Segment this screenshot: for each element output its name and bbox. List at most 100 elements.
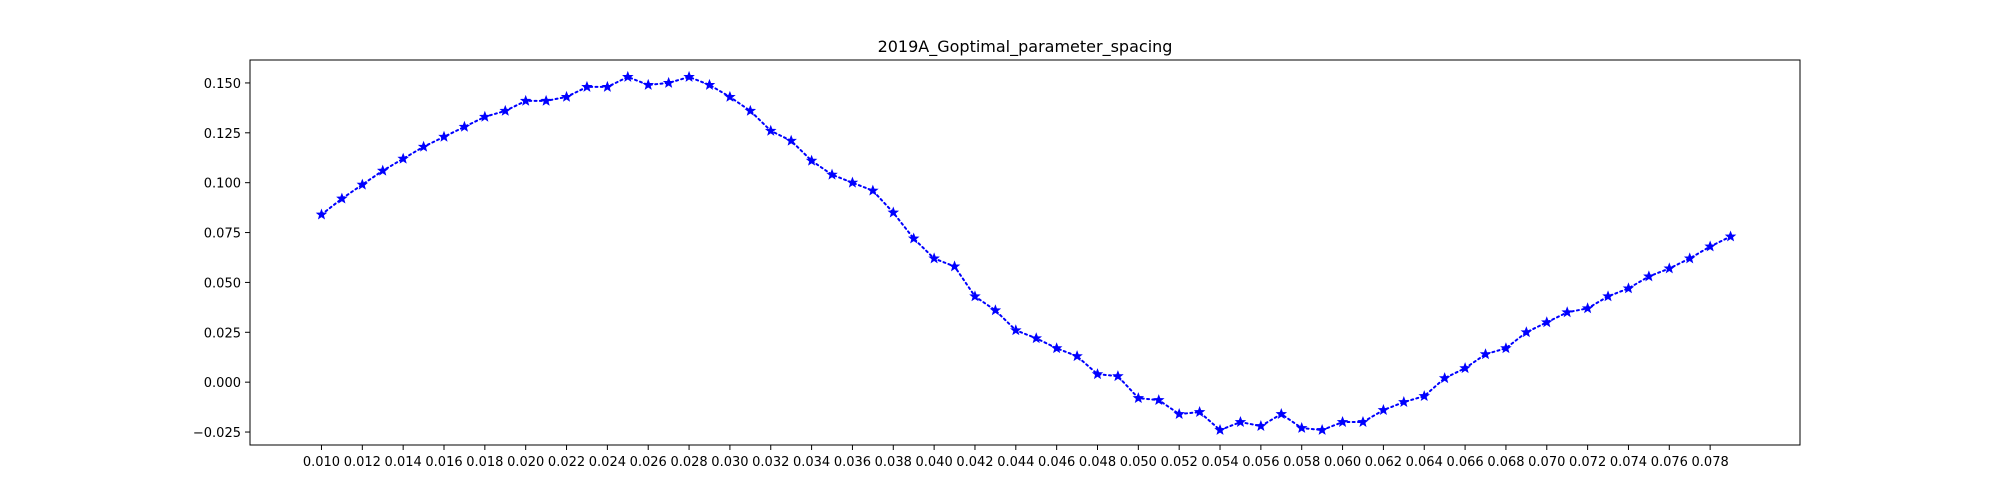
data-point-marker [1704, 240, 1716, 252]
data-point-marker [1071, 350, 1083, 362]
data-point-marker [356, 178, 369, 190]
data-point-marker [1418, 390, 1430, 402]
data-point-marker [622, 70, 634, 82]
data-point-marker [1173, 408, 1185, 419]
data-point-marker [1091, 368, 1104, 380]
data-point-marker [826, 168, 838, 180]
data-point-marker [1724, 230, 1737, 242]
y-tick-label: −0.025 [193, 426, 241, 441]
x-tick-label: 0.012 [344, 455, 381, 470]
data-point-marker [1581, 302, 1594, 314]
x-tick-label: 0.040 [916, 455, 953, 470]
x-tick-label: 0.052 [1161, 455, 1198, 470]
x-tick-label: 0.024 [589, 455, 626, 470]
data-point-marker [1275, 408, 1288, 419]
data-point-marker [1050, 342, 1063, 354]
x-tick-label: 0.078 [1692, 455, 1729, 470]
y-tick-label: 0.025 [204, 326, 241, 341]
data-point-marker [438, 130, 450, 142]
y-tick-label: 0.150 [204, 77, 241, 92]
data-point-marker [499, 104, 512, 116]
data-point-marker [1153, 394, 1165, 406]
data-point-marker [1663, 262, 1676, 274]
data-point-marker [1255, 419, 1267, 431]
x-tick-label: 0.028 [670, 455, 707, 470]
data-point-marker [928, 252, 940, 264]
x-tick-label: 0.048 [1079, 455, 1116, 470]
data-point-marker [887, 206, 900, 218]
data-point-marker [601, 80, 614, 92]
data-point-marker [867, 184, 879, 196]
x-tick-label: 0.070 [1528, 455, 1565, 470]
y-tick-label: 0.100 [204, 177, 241, 192]
x-tick-label: 0.050 [1120, 455, 1157, 470]
data-point-marker [1357, 416, 1369, 427]
data-point-marker [805, 154, 818, 166]
data-point-marker [1479, 348, 1492, 360]
x-tick-label: 0.072 [1569, 455, 1606, 470]
y-tick-label: 0.125 [204, 127, 241, 142]
plot-frame [249, 59, 1801, 446]
data-point-marker [1561, 306, 1573, 318]
data-point-marker [1030, 332, 1042, 344]
x-tick-label: 0.038 [875, 455, 912, 470]
x-tick-label: 0.032 [752, 455, 789, 470]
data-point-marker [642, 78, 654, 90]
data-point-marker [1520, 326, 1533, 338]
data-point-marker [1622, 282, 1635, 294]
x-tick-label: 0.014 [385, 455, 422, 470]
series-line [320, 75, 1732, 432]
data-point-marker [1295, 421, 1308, 433]
x-tick-label: 0.064 [1406, 455, 1443, 470]
x-tick-label: 0.046 [1038, 455, 1075, 470]
x-tick-label: 0.056 [1242, 455, 1279, 470]
data-point-marker [417, 140, 430, 152]
x-tick-label: 0.034 [793, 455, 830, 470]
series-layer [315, 70, 1737, 435]
data-point-marker [376, 164, 389, 176]
x-tick-label: 0.042 [956, 455, 993, 470]
data-point-marker [785, 134, 797, 146]
data-point-marker [765, 124, 777, 136]
data-point-marker [1336, 416, 1349, 427]
data-point-marker [1377, 404, 1390, 415]
data-point-marker [1398, 396, 1410, 408]
data-point-marker [948, 260, 961, 272]
x-tick-label: 0.058 [1283, 455, 1320, 470]
data-point-marker [1602, 290, 1614, 302]
data-point-marker [683, 70, 695, 82]
data-point-marker [315, 208, 328, 220]
data-point-marker [540, 94, 552, 106]
x-tick-label: 0.016 [425, 455, 462, 470]
data-point-marker [1010, 324, 1022, 336]
data-point-marker [989, 304, 1002, 316]
x-tick-label: 0.068 [1487, 455, 1524, 470]
x-tick-label: 0.062 [1365, 455, 1402, 470]
data-point-marker [1234, 416, 1247, 427]
data-point-marker [1214, 423, 1226, 435]
x-tick-label: 0.060 [1324, 455, 1361, 470]
x-tick-label: 0.054 [1201, 455, 1238, 470]
data-point-marker [1438, 372, 1451, 384]
data-point-marker [1459, 362, 1471, 374]
data-point-marker [703, 78, 716, 90]
data-point-marker [1112, 370, 1124, 382]
data-point-marker [581, 80, 593, 92]
y-tick-label: 0.075 [204, 227, 241, 242]
data-point-marker [1500, 342, 1512, 354]
x-tick-label: 0.026 [630, 455, 667, 470]
data-point-marker [1132, 392, 1145, 404]
x-tick-label: 0.066 [1446, 455, 1483, 470]
data-point-marker [846, 176, 859, 188]
data-point-marker [560, 90, 573, 102]
data-point-marker [907, 232, 920, 244]
x-tick-label: 0.018 [466, 455, 503, 470]
data-point-marker [397, 152, 409, 164]
y-tick-label: 0.050 [204, 276, 241, 291]
data-point-marker [1316, 423, 1328, 435]
x-tick-label: 0.010 [303, 455, 340, 470]
chart-title: 2019A_Goptimal_parameter_spacing [878, 37, 1173, 57]
data-point-marker [1193, 406, 1206, 417]
